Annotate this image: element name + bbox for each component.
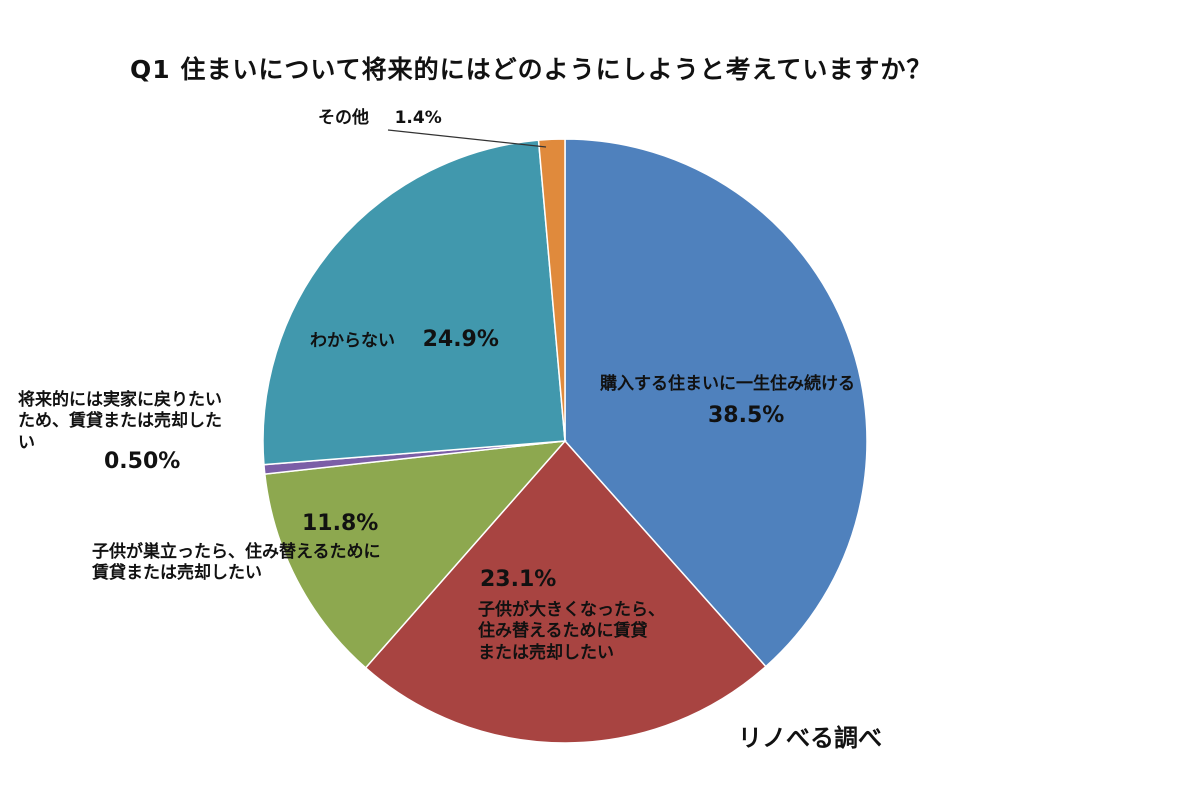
label-purchase-live-forever: 購入する住まいに一生住み続ける [600, 374, 855, 395]
label-kids-grown-text: 子供が大きくなったら、 住み替えるために賃貸 または売却したい [478, 600, 665, 663]
slice-kids-grown [364, 439, 767, 744]
slice-kids-left [263, 440, 567, 669]
chart-title: Q1 住まいについて将来的にはどのようにしようと考えていますか？ [130, 55, 933, 84]
slice-purchase [564, 138, 868, 668]
pie-slices [262, 138, 868, 744]
slice-other [537, 138, 566, 442]
label-dont-know-percent: 24.9% [422, 327, 499, 352]
label-return-home-text: 将来的には実家に戻りたい ため、賃貸または売却した い [18, 390, 222, 453]
label-other-percent: 1.4% [394, 108, 442, 128]
source-credit: リノべる調べ [738, 724, 882, 752]
label-purchase-percent: 38.5% [708, 403, 785, 428]
leader-line-other [387, 129, 547, 148]
label-kids-left-percent: 11.8% [302, 511, 379, 536]
label-kids-grown-percent: 23.1% [480, 567, 557, 592]
label-return-home-percent: 0.50% [104, 449, 181, 474]
label-kids-left-text: 子供が巣立ったら、住み替えるために 賃貸または売却したい [92, 542, 381, 584]
label-other: その他 1.4% [318, 108, 442, 129]
label-purchase-text: 購入する住まいに一生住み続ける [600, 374, 855, 394]
label-dont-know: わからない 24.9% [310, 326, 499, 354]
label-other-text: その他 [318, 108, 369, 128]
slice-dont-know [262, 139, 566, 466]
label-dont-know-text: わからない [310, 331, 395, 351]
